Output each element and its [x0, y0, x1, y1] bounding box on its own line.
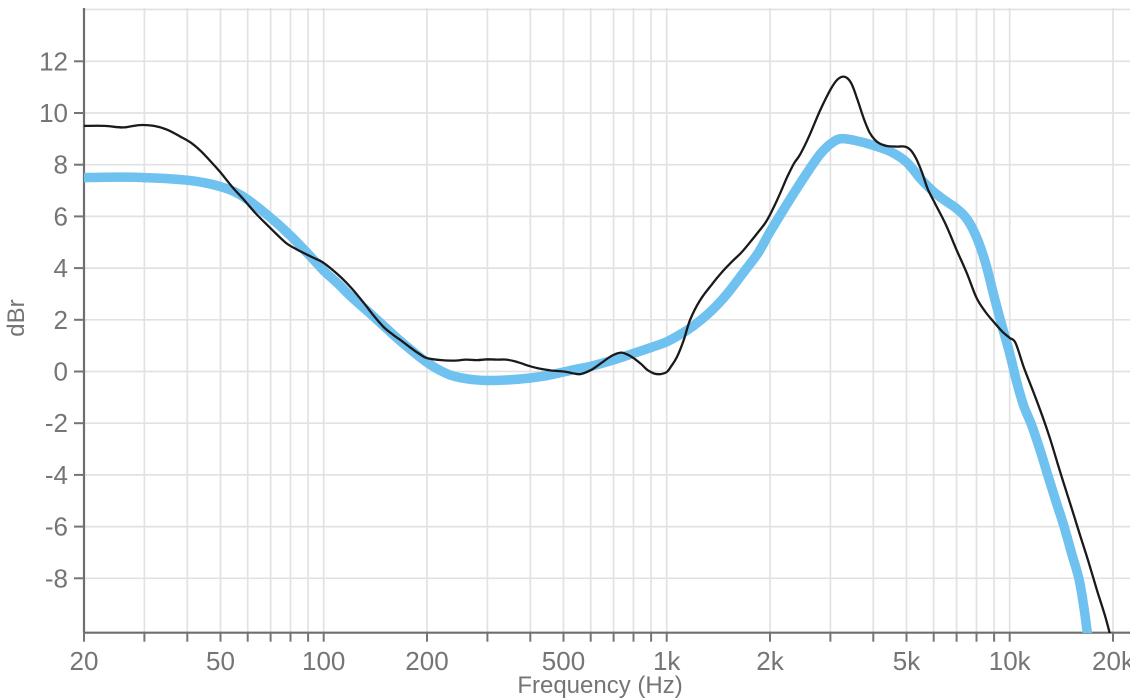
x-tick-label: 20 — [70, 646, 99, 676]
y-tick-label: 0 — [54, 357, 68, 387]
y-tick-label: 10 — [39, 98, 68, 128]
x-tick-label: 100 — [302, 646, 345, 676]
curves — [84, 75, 1111, 633]
gridlines — [83, 8, 1130, 633]
x-tick-label: 1k — [653, 646, 681, 676]
x-tick-label: 2k — [756, 646, 784, 676]
y-tick-label: 6 — [54, 201, 68, 231]
y-tick-label: 12 — [39, 46, 68, 76]
y-axis-title: dBr — [3, 299, 30, 336]
x-axis-title: Frequency (Hz) — [517, 672, 682, 699]
thin-black-measured-curve — [84, 75, 1111, 633]
y-tick-label: 4 — [54, 253, 68, 283]
tick-labels: 20 50 100 200 500 1k 2k 5k 10k 20k -8 -6 -4 -2 0 2 4 6 8 10… — [39, 46, 1130, 676]
x-tick-label: 500 — [542, 646, 585, 676]
x-tick-label: 20k — [1092, 646, 1130, 676]
y-tick-label: -2 — [45, 408, 68, 438]
y-tick-label: -8 — [45, 563, 68, 593]
y-tick-label: 8 — [54, 150, 68, 180]
y-tick-label: 2 — [54, 305, 68, 335]
y-tick-label: -4 — [45, 460, 68, 490]
x-tick-label: 200 — [405, 646, 448, 676]
x-tick-label: 5k — [893, 646, 921, 676]
y-tick-label: -6 — [45, 512, 68, 542]
x-tick-label: 10k — [989, 646, 1032, 676]
thick-blue-smoothed-curve — [84, 133, 1093, 633]
x-tick-label: 50 — [206, 646, 235, 676]
axis-ticks — [74, 60, 1114, 642]
